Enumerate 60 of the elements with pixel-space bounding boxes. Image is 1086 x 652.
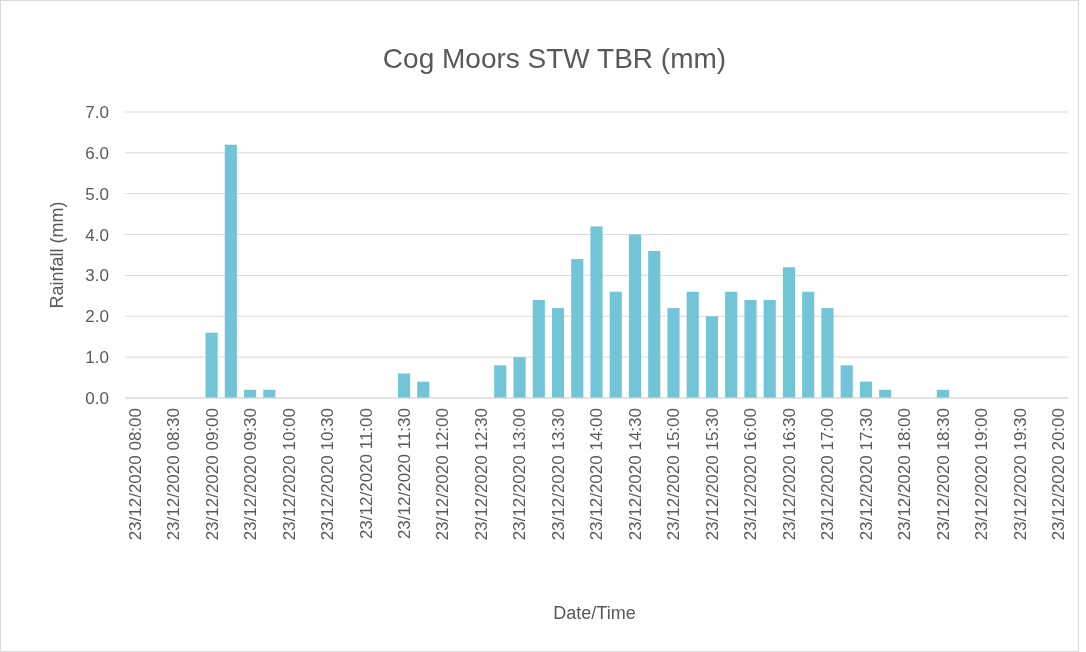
x-tick-label: 23/12/2020 19:30 <box>1010 408 1030 541</box>
x-tick-label: 23/12/2020 10:00 <box>279 408 299 541</box>
x-axis-title: Date/Time <box>553 603 636 623</box>
bar <box>667 308 680 398</box>
bar <box>551 308 565 398</box>
bar <box>782 267 796 398</box>
bar <box>725 291 738 398</box>
bar <box>859 381 872 398</box>
x-tick-label: 23/12/2020 13:00 <box>510 408 530 541</box>
bar <box>205 332 218 398</box>
x-tick-label: 23/12/2020 08:30 <box>164 408 184 541</box>
chart-title: Cog Moors STW TBR (mm) <box>382 43 727 74</box>
bar <box>686 291 699 398</box>
y-tick-label: 3.0 <box>85 266 109 286</box>
x-tick-label: 23/12/2020 16:00 <box>741 408 761 541</box>
bar <box>417 381 430 398</box>
y-tick-label: 4.0 <box>85 225 109 245</box>
bar <box>744 299 757 398</box>
y-axis-title: Rainfall (mm) <box>47 201 67 309</box>
y-tick-label: 7.0 <box>85 102 109 122</box>
x-tick-label: 23/12/2020 14:30 <box>625 408 645 541</box>
y-tick-label: 2.0 <box>85 307 109 327</box>
bar <box>821 308 834 398</box>
x-tick-label: 23/12/2020 18:00 <box>895 408 915 541</box>
x-tick-label: 23/12/2020 15:30 <box>702 408 722 541</box>
bar <box>802 291 815 398</box>
bar <box>397 373 411 398</box>
x-tick-label: 23/12/2020 11:00 <box>356 408 376 540</box>
x-tick-label: 23/12/2020 18:30 <box>933 408 953 541</box>
y-tick-label: 1.0 <box>85 348 109 368</box>
x-tick-label: 23/12/2020 12:30 <box>471 408 491 541</box>
bar <box>494 365 507 398</box>
x-tick-label: 23/12/2020 09:30 <box>241 408 261 541</box>
y-tick-label: 6.0 <box>85 143 109 163</box>
x-tick-label: 23/12/2020 17:00 <box>818 408 838 541</box>
y-tick-label: 5.0 <box>85 184 109 204</box>
x-tick-label: 23/12/2020 17:30 <box>856 408 876 541</box>
bar <box>763 299 776 398</box>
x-tick-label: 23/12/2020 14:00 <box>587 408 607 541</box>
bar <box>590 226 603 398</box>
bar <box>513 357 526 398</box>
x-tick-label: 23/12/2020 16:30 <box>779 408 799 541</box>
bar <box>628 234 642 398</box>
x-tick-label: 23/12/2020 13:30 <box>548 408 568 541</box>
x-tick-label: 23/12/2020 20:00 <box>1049 408 1069 541</box>
bar <box>840 365 853 398</box>
x-tick-label: 23/12/2020 12:00 <box>433 408 453 541</box>
x-tick-label: 23/12/2020 11:30 <box>395 408 414 540</box>
x-tick-label: 23/12/2020 09:00 <box>202 408 222 541</box>
bar <box>705 316 719 398</box>
x-tick-label: 23/12/2020 19:00 <box>972 408 992 541</box>
bar <box>532 299 545 398</box>
bar <box>571 259 584 398</box>
x-tick-label: 23/12/2020 10:30 <box>318 408 338 541</box>
y-tick-label: 0.0 <box>85 388 109 408</box>
bar <box>224 144 237 398</box>
x-tick-label: 23/12/2020 08:00 <box>125 408 145 541</box>
bar <box>609 291 622 398</box>
bar <box>648 250 661 398</box>
x-tick-label: 23/12/2020 15:00 <box>664 408 684 541</box>
